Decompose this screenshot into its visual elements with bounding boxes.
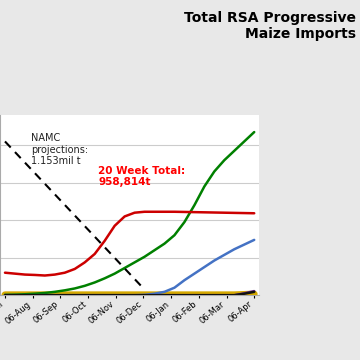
Text: 20 Week Total:
958,814t: 20 Week Total: 958,814t xyxy=(99,166,186,187)
Text: Total RSA Progressive
Maize Imports: Total RSA Progressive Maize Imports xyxy=(184,11,356,41)
Text: NAMC
projections:
1.153mil t: NAMC projections: 1.153mil t xyxy=(31,133,88,166)
